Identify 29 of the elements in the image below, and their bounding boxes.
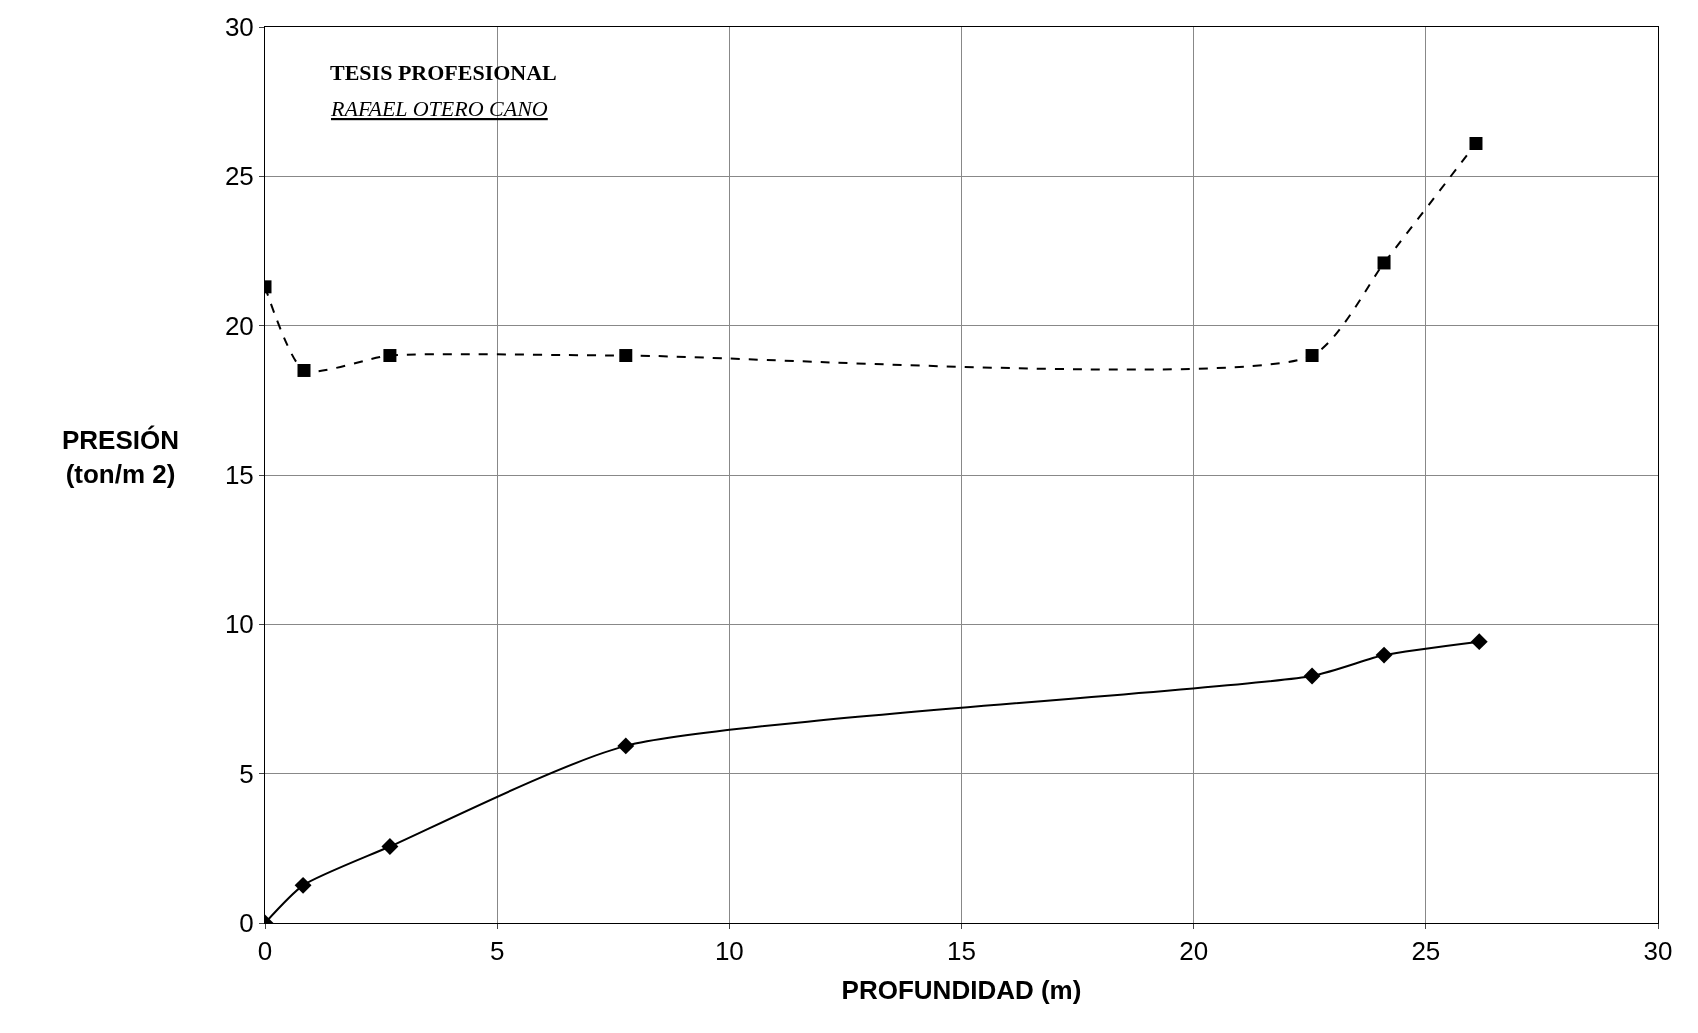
x-tick-label: 15 [947, 936, 976, 967]
point [294, 876, 312, 894]
point [1470, 633, 1488, 651]
y-tick-label: 5 [239, 758, 254, 789]
point [617, 737, 635, 755]
point [1303, 667, 1321, 685]
y-tick-label: 10 [224, 609, 254, 640]
point [1375, 646, 1393, 664]
point [619, 349, 633, 363]
x-tick-label: 20 [1179, 936, 1209, 967]
annotation: TESIS PROFESIONAL [330, 60, 557, 85]
point [297, 363, 311, 377]
y-tick-label: 25 [224, 161, 254, 192]
y-tick-label: 20 [224, 310, 254, 341]
annotation: RAFAEL OTERO CANO [330, 96, 548, 121]
x-tick-label: 5 [489, 936, 505, 967]
x-tick-label: 30 [1643, 936, 1673, 967]
point [1469, 136, 1483, 150]
point [383, 349, 397, 363]
point [381, 838, 399, 855]
y-axis-title: PRESIÓN (ton/m 2) [62, 425, 180, 489]
x-tick-label: 10 [714, 936, 744, 967]
x-axis-title: PROFUNDIDAD (m) [841, 974, 1082, 1005]
point [1377, 256, 1391, 270]
point [1305, 349, 1319, 363]
x-tick-label: 25 [1411, 936, 1441, 967]
y-tick-label: 15 [224, 460, 254, 491]
y-tick-label: 0 [239, 908, 254, 939]
y-tick-label: 30 [224, 12, 254, 43]
